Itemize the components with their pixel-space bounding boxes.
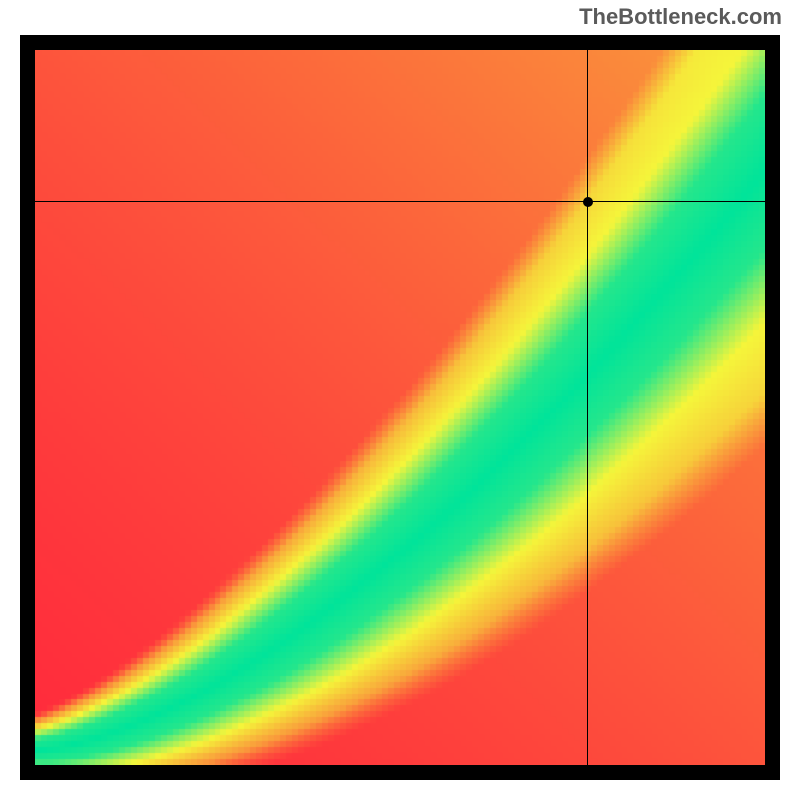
bottleneck-heatmap — [35, 50, 765, 765]
crosshair-horizontal — [35, 201, 765, 202]
attribution-text: TheBottleneck.com — [579, 4, 782, 30]
crosshair-vertical — [587, 50, 588, 765]
marker-point — [583, 197, 593, 207]
